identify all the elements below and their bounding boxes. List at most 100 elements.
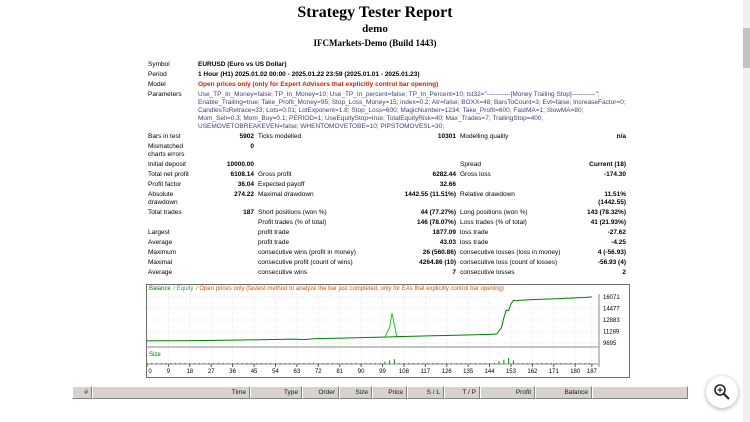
x-tick-label: 144 [484, 369, 495, 375]
x-tick-label: 153 [505, 369, 516, 375]
report-cell: Modelling quality [460, 133, 509, 140]
report-cell: n/a [616, 133, 626, 140]
report-cell: 2 [622, 269, 626, 276]
report-cell: Loss trades (% of total) [460, 219, 527, 226]
zoom-button[interactable] [706, 376, 738, 408]
report-cell [458, 180, 628, 190]
column-header-type[interactable]: Type [250, 386, 302, 399]
stats-table: Symbol EURUSD (Euro vs US Dollar) Period 1 … [146, 60, 628, 278]
x-tick-label: 45 [250, 369, 258, 375]
report-cell: 146 (78.07%) [416, 219, 456, 226]
report-cell: Average [148, 239, 173, 246]
column-header-price[interactable]: Price [372, 386, 407, 399]
report-row: Symbol EURUSD (Euro vs US Dollar) [146, 60, 628, 70]
report-cell: Largest [148, 229, 170, 236]
report-cell [146, 218, 256, 228]
report-cell: loss trade [460, 239, 489, 246]
report-cell: 4264.86 (10) [419, 259, 456, 266]
report-cell: 10000.00 [226, 161, 254, 168]
report-cell: Current (18) [589, 161, 626, 168]
chart-legend: Balance / Equity / Open prices only (fas… [147, 285, 629, 294]
report-cell: consecutive profit (count of wins) [258, 259, 353, 266]
x-tick-label: 117 [420, 369, 431, 375]
report-row: Maximal consecutive profit (count of wins… [146, 258, 628, 268]
report-cell: Open prices only (only for Expert Adviso… [198, 81, 439, 88]
report-row: Bars in test 5902 Ticks modelled 10301 Model… [146, 132, 628, 142]
x-tick-label: 99 [379, 369, 386, 375]
column-header-t-p[interactable]: T / P [444, 386, 480, 399]
report-cell: consecutive losses (loss in money) [460, 249, 561, 256]
x-tick-label: 171 [548, 369, 559, 375]
report-cell: EURUSD (Euro vs US Dollar) [198, 61, 287, 68]
report-cell: 6108.14 [230, 171, 255, 178]
report-cell: 11.51% (1442.55) [598, 191, 626, 206]
report-cell: Maximal drawdown [258, 191, 314, 198]
column-header-filler [592, 386, 688, 399]
report-cell: profit trade [258, 229, 290, 236]
report-cell [196, 258, 256, 268]
report-row: Period 1 Hour (H1) 2025.01.02 00:00 - 202… [146, 70, 628, 80]
chart-x-axis-labels: 0 9 18 27 36 45 54 63 72 81 90 99 108 117 126 135 144 153… [147, 368, 629, 377]
column-header-s-l[interactable]: S / L [407, 386, 444, 399]
svg-text:14477: 14477 [603, 306, 620, 312]
svg-text:16071: 16071 [603, 295, 620, 301]
x-tick-label: 187 [586, 369, 597, 375]
report-row: Absolute drawdown 274.22 Maximal drawdown 1… [146, 190, 628, 208]
column-header-order[interactable]: Order [302, 386, 339, 399]
report-row: Average profit trade 43.03 loss trade -4.25 [146, 238, 628, 248]
report-cell: -27.62 [607, 229, 626, 236]
report-cell: consecutive wins [258, 269, 308, 276]
column-header-time[interactable]: Time [92, 386, 250, 399]
report-cell: Symbol [148, 61, 170, 68]
scrollbar[interactable] [743, 0, 750, 422]
report-row: Average consecutive wins 7 consecutive loss… [146, 268, 628, 278]
report-cell: Short positions (won %) [258, 209, 327, 216]
svg-text:Size: Size [149, 352, 161, 358]
report-cell: -56.93 (4) [597, 259, 626, 266]
x-tick-label: 54 [272, 369, 279, 375]
report-cell: 143 (78.32%) [586, 209, 626, 216]
column-header-#[interactable]: # [72, 386, 92, 399]
report-cell: Mismatched charts errors [148, 143, 185, 158]
report-cell: Use_TP_In_Money=false; TP_In_Money=10; U… [198, 91, 626, 130]
report-cell: Total trades [148, 209, 182, 216]
column-header-profit[interactable]: Profit [480, 386, 535, 399]
report-row: Largest profit trade 1877.09 loss trade -27.… [146, 228, 628, 238]
svg-text:12883: 12883 [603, 318, 620, 324]
column-header-balance[interactable]: Balance [535, 386, 592, 399]
report-row: Parameters Use_TP_In_Money=false; TP_In_M… [146, 90, 628, 132]
scrollbar-thumb[interactable] [743, 28, 750, 68]
report-cell: Total net profit [148, 171, 189, 178]
report-row: Initial deposit 10000.00 Spread Current (18… [146, 160, 628, 170]
svg-text:11289: 11289 [603, 330, 620, 336]
report-cell: 44 (77.27%) [420, 209, 456, 216]
report-cell: profit trade [258, 239, 290, 246]
report-cell: 41 (21.93%) [590, 219, 626, 226]
report-cell: 43.03 [439, 239, 456, 246]
report-cell: 7 [452, 269, 456, 276]
x-tick-label: 27 [207, 369, 215, 375]
equity-line [384, 312, 402, 338]
x-tick-label: 9 [166, 369, 171, 375]
balance-equity-plot: 16071 14477 12883 11289 9695 Size [147, 294, 620, 367]
x-tick-label: 126 [441, 369, 452, 375]
svg-text:9695: 9695 [603, 341, 617, 347]
column-header-size[interactable]: Size [339, 386, 372, 399]
report-cell [256, 160, 458, 170]
report-cell: Maximal [148, 259, 173, 266]
x-tick-label: 72 [314, 369, 322, 375]
report-cell: Bars in test [148, 133, 181, 140]
report-cell: 6282.44 [432, 171, 457, 178]
report-cell: consecutive losses [460, 269, 515, 276]
report-cell: Model [148, 81, 166, 88]
report-cell: Expected payoff [258, 181, 305, 188]
chart-legend-part: / Equity [173, 286, 196, 292]
report-cell: Gross profit [258, 171, 292, 178]
expert-name: demo [362, 23, 388, 35]
report-cell: Maximum [148, 249, 177, 256]
report-row: Profit trades (% of total) 146 (78.07%) Lo… [146, 218, 628, 228]
x-tick-label: 162 [527, 369, 538, 375]
x-tick-label: 135 [463, 369, 474, 375]
balance-line [147, 296, 592, 342]
report-row: Total net profit 6108.14 Gross profit 6282.… [146, 170, 628, 180]
